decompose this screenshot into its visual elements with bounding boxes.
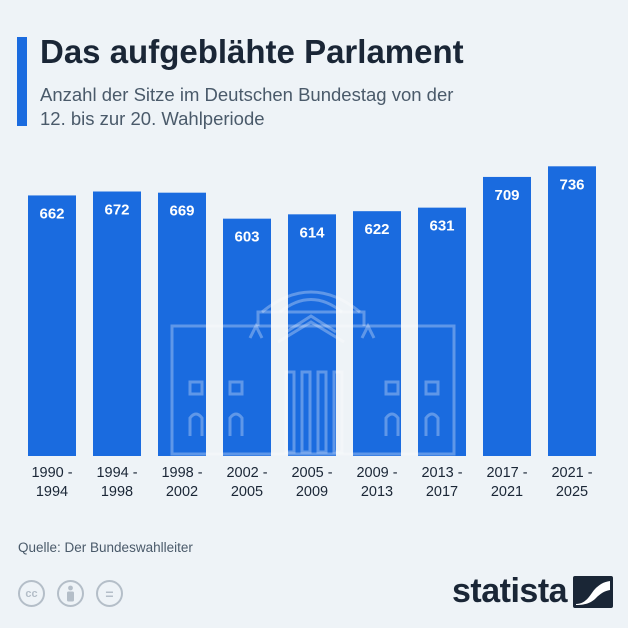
x-tick-label: 2025: [556, 484, 588, 500]
x-tick-label: 2005 -: [291, 465, 332, 481]
chart-subtitle: Anzahl der Sitze im Deutschen Bundestag …: [40, 84, 454, 129]
x-tick-label: 1998: [101, 484, 133, 500]
labels-group: 662 1990 - 1994 672 1994 - 1998 669 1998 - 2002 6…: [31, 176, 592, 500]
window-lower-3: [384, 412, 400, 436]
source-note: Quelle: Der Bundeswahlleiter: [18, 540, 193, 555]
title-accent-bar: [17, 37, 27, 126]
column-2: [300, 370, 312, 454]
statista-logo-icon: [573, 575, 614, 608]
building-outline: [170, 324, 456, 456]
value-label: 736: [559, 176, 584, 193]
value-label: 669: [169, 203, 194, 220]
value-label: 603: [234, 229, 259, 246]
x-tick-label: 2021 -: [551, 465, 592, 481]
value-label: 614: [299, 224, 325, 241]
column-4: [332, 370, 344, 454]
bar-1994-1998: [93, 191, 141, 456]
window-lower-4: [424, 412, 440, 436]
bar-2017-2021: [483, 176, 531, 456]
window-upper-4: [424, 380, 440, 396]
x-tick-label: 2002 -: [226, 465, 267, 481]
x-tick-label: 2009: [296, 484, 328, 500]
x-tick-label: 2013: [361, 484, 393, 500]
x-tick-label: 1998 -: [161, 465, 202, 481]
bar-2021-2025: [548, 166, 596, 456]
chart-title: Das aufgeblähte Parlament: [40, 33, 464, 70]
bar-chart: 662 1990 - 1994 672 1994 - 1998 669 1998 - 2002 6…: [28, 166, 596, 500]
bar-2002-2005: [223, 218, 271, 456]
x-tick-label: 1990 -: [31, 465, 72, 481]
window-upper-1: [188, 380, 204, 396]
pediment-upper: [285, 314, 337, 334]
x-tick-label: 2017: [426, 484, 458, 500]
x-tick-label: 2009 -: [356, 465, 397, 481]
x-tick-label: 2013 -: [421, 465, 462, 481]
column-3: [316, 370, 328, 454]
statista-logo[interactable]: statista: [452, 572, 614, 611]
value-label: 622: [364, 221, 389, 238]
bar-1990-1994: [28, 195, 76, 456]
value-label: 631: [429, 218, 454, 235]
bar-2005-2009: [288, 214, 336, 456]
bar-2013-2017: [418, 207, 466, 456]
window-lower-2: [228, 412, 244, 436]
dome-inner: [279, 298, 343, 314]
value-label: 672: [104, 202, 129, 219]
column-1: [284, 370, 296, 454]
reichstag-watermark: [170, 290, 456, 456]
x-tick-label: 2005: [231, 484, 263, 500]
bars-group: [28, 166, 596, 457]
no-derivatives-icon[interactable]: =: [96, 580, 123, 607]
x-tick-label: 1994: [36, 484, 68, 500]
pediment-lower: [277, 320, 345, 344]
bar-2009-2013: [353, 211, 401, 456]
x-tick-label: 1994 -: [96, 465, 137, 481]
tower-left-cap: [248, 322, 264, 339]
dome-outer: [261, 290, 361, 314]
x-tick-label: 2017 -: [486, 465, 527, 481]
tower-right-cap: [360, 322, 376, 339]
x-tick-label: 2021: [491, 484, 523, 500]
brand-name: statista: [452, 572, 568, 610]
cc-license-icon[interactable]: cc: [18, 580, 45, 607]
window-upper-2: [228, 380, 244, 396]
building-upper-tier: [256, 310, 366, 326]
window-lower-1: [188, 412, 204, 436]
value-label: 662: [39, 205, 64, 222]
bar-1998-2002: [158, 192, 206, 457]
x-tick-label: 2002: [166, 484, 198, 500]
attribution-icon[interactable]: [57, 580, 84, 607]
value-label: 709: [494, 187, 519, 204]
window-upper-3: [384, 380, 400, 396]
